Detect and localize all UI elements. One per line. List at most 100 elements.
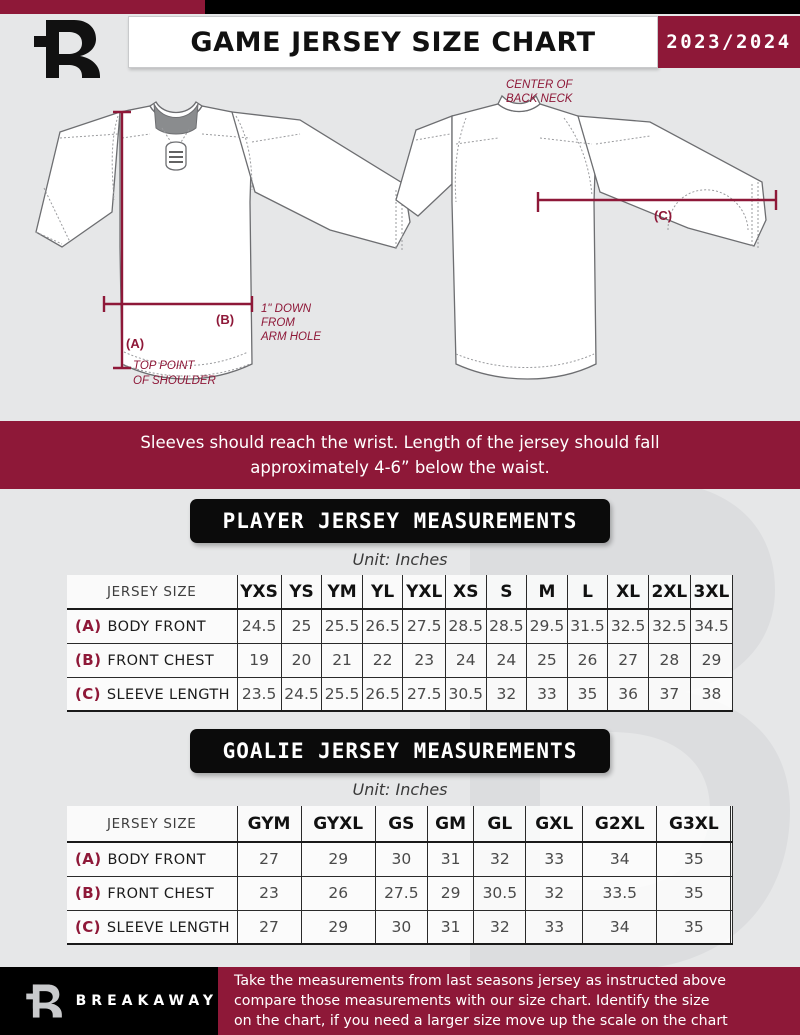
measurement-cell: 25.5 bbox=[321, 676, 363, 712]
table-row: (A) BODY FRONT 24.5 25 25.5 26.5 27.5 28.5 28.5 2… bbox=[67, 608, 734, 644]
table-row: (A) BODY FRONT 27 29 30 31 32 33 34 35 bbox=[67, 841, 733, 877]
size-header-gl: GL bbox=[473, 806, 527, 843]
table-row: (B) FRONT CHEST 23 26 27.5 29 30.5 32 33.5 35 bbox=[67, 875, 733, 911]
measurement-cell: 26.5 bbox=[361, 676, 404, 712]
size-header-m: M bbox=[526, 575, 568, 610]
measurement-cell: 31 bbox=[426, 909, 475, 945]
table-row: (B) FRONT CHEST 19 20 21 22 23 24 24 25 26 27 28 29 bbox=[67, 642, 734, 678]
jersey-front-illustration: (A) TOP POINT OF SHOULDER (B) 1" DOWN FR… bbox=[35, 101, 411, 387]
size-header-gyxl: GYXL bbox=[300, 806, 376, 843]
measurement-cell: 36 bbox=[607, 676, 649, 712]
row-tag: (B) bbox=[75, 651, 102, 669]
measurement-cell: 33.5 bbox=[582, 875, 658, 911]
measurement-cell: 28.5 bbox=[485, 608, 528, 644]
size-header-l: L bbox=[566, 575, 609, 610]
row-label: (C) SLEEVE LENGTH bbox=[67, 676, 238, 712]
measurement-cell: 34.5 bbox=[689, 608, 734, 644]
measurement-cell: 30.5 bbox=[444, 676, 487, 712]
row-label: (B) FRONT CHEST bbox=[67, 642, 238, 678]
breakaway-b-logo-icon bbox=[34, 20, 100, 78]
fit-note-line1: Sleeves should reach the wrist. Length o… bbox=[140, 433, 660, 452]
breakaway-b-logo-icon bbox=[26, 984, 62, 1018]
jersey-back-illustration: (C) CENTER OF BACK NECK bbox=[395, 79, 778, 380]
measurement-cell: 29 bbox=[300, 841, 376, 877]
measurement-cell: 24 bbox=[444, 642, 487, 678]
measurement-cell: 29 bbox=[300, 909, 376, 945]
measurement-cell: 25 bbox=[526, 642, 568, 678]
measurement-cell: 35 bbox=[656, 909, 732, 945]
size-header-ys: YS bbox=[280, 575, 323, 610]
topbar-accent-maroon bbox=[0, 0, 205, 14]
row-tag: (C) bbox=[75, 917, 101, 936]
size-header-s: S bbox=[485, 575, 528, 610]
measurement-cell: 27 bbox=[236, 909, 302, 945]
measurement-cell: 32 bbox=[473, 909, 527, 945]
size-header-g3xl: G3XL bbox=[656, 806, 732, 843]
measurement-cell: 35 bbox=[656, 841, 732, 877]
jersey-diagram: .ol { fill:#ffffff; stroke:#6d6e71; stro… bbox=[35, 79, 778, 387]
footer-line2: compare those measurements with our size… bbox=[234, 993, 710, 1009]
measurement-cell: 19 bbox=[236, 642, 282, 678]
measurement-cell: 32.5 bbox=[607, 608, 649, 644]
measurement-cell: 28.5 bbox=[444, 608, 487, 644]
note-a-line2: OF SHOULDER bbox=[133, 375, 216, 387]
measurement-cell: 23 bbox=[236, 875, 302, 911]
row-tag: (C) bbox=[75, 684, 101, 703]
measurement-cell: 27.5 bbox=[402, 608, 446, 644]
row-tag: (A) bbox=[75, 617, 102, 636]
measurement-cell: 34 bbox=[582, 841, 658, 877]
label-b: (B) bbox=[216, 312, 234, 327]
measurement-cell: 27.5 bbox=[374, 875, 428, 911]
footer-brand-name: BREAKAWAY bbox=[75, 993, 218, 1009]
size-header-xs: XS bbox=[444, 575, 487, 610]
size-header-ym: YM bbox=[321, 575, 363, 610]
row-label: (B) FRONT CHEST bbox=[67, 875, 238, 911]
measurement-cell: 29 bbox=[426, 875, 475, 911]
measurement-cell: 24.5 bbox=[236, 608, 282, 644]
note-b-line2: FROM bbox=[261, 317, 295, 329]
measurement-cell: 30 bbox=[374, 909, 428, 945]
goalie-table-header-row: JERSEY SIZE GYM GYXL GS GM GL GXL G2XL G3XL bbox=[67, 806, 733, 843]
goalie-measurements-table: JERSEY SIZE GYM GYXL GS GM GL GXL G2XL G3XL (A) B… bbox=[67, 806, 733, 945]
measurement-cell bbox=[730, 909, 733, 945]
measurement-cell: 30 bbox=[374, 841, 428, 877]
note-b-line3: ARM HOLE bbox=[260, 331, 321, 343]
measurement-cell: 33 bbox=[525, 841, 584, 877]
player-table-body: (A) BODY FRONT 24.5 25 25.5 26.5 27.5 28.5 28.5 2… bbox=[67, 608, 734, 712]
size-header-empty bbox=[730, 806, 733, 843]
size-header-gxl: GXL bbox=[525, 806, 584, 843]
footer-brand: BREAKAWAY bbox=[0, 967, 218, 1035]
note-a-line1: TOP POINT bbox=[133, 360, 195, 372]
measurement-cell: 35 bbox=[566, 676, 609, 712]
footer-line3: on the chart, if you need a larger size … bbox=[234, 1013, 728, 1029]
measurement-cell: 26.5 bbox=[361, 608, 404, 644]
measurement-cell: 33 bbox=[526, 676, 568, 712]
measurement-cell: 32 bbox=[473, 841, 527, 877]
size-header-gs: GS bbox=[374, 806, 428, 843]
fit-note-banner: Sleeves should reach the wrist. Length o… bbox=[0, 421, 800, 489]
player-section-title: PLAYER JERSEY MEASUREMENTS bbox=[190, 499, 610, 543]
measurement-cell: 31 bbox=[426, 841, 475, 877]
measurement-cell: 27 bbox=[607, 642, 649, 678]
row-label: (C) SLEEVE LENGTH bbox=[67, 909, 238, 945]
measurement-cell: 23 bbox=[402, 642, 446, 678]
size-header-3xl: 3XL bbox=[689, 575, 734, 610]
size-header-xl: XL bbox=[607, 575, 649, 610]
measurement-cell: 24.5 bbox=[280, 676, 323, 712]
season-badge-text: 2023/2024 bbox=[666, 31, 792, 53]
measurement-cell: 38 bbox=[689, 676, 734, 712]
size-header-gm: GM bbox=[426, 806, 475, 843]
measurement-cell: 23.5 bbox=[236, 676, 282, 712]
measurement-cell: 25 bbox=[280, 608, 323, 644]
goalie-section-title: GOALIE JERSEY MEASUREMENTS bbox=[190, 729, 610, 773]
measurement-cell: 35 bbox=[656, 875, 732, 911]
table-row: (C) SLEEVE LENGTH 23.5 24.5 25.5 26.5 27.5 30.5… bbox=[67, 676, 734, 712]
fit-note-line2: approximately 4-6” below the waist. bbox=[250, 458, 550, 477]
row-label: (A) BODY FRONT bbox=[67, 608, 238, 644]
measurement-cell: 33 bbox=[525, 909, 584, 945]
player-measurements-table: JERSEY SIZE YXS YS YM YL YXL XS S M L XL 2XL 3XL (A)… bbox=[67, 575, 734, 712]
row-tag: (A) bbox=[75, 850, 102, 869]
size-header-yxs: YXS bbox=[236, 575, 282, 610]
table-row: (C) SLEEVE LENGTH 27 29 30 31 32 33 34 35 bbox=[67, 909, 733, 945]
size-header-gym: GYM bbox=[236, 806, 302, 843]
